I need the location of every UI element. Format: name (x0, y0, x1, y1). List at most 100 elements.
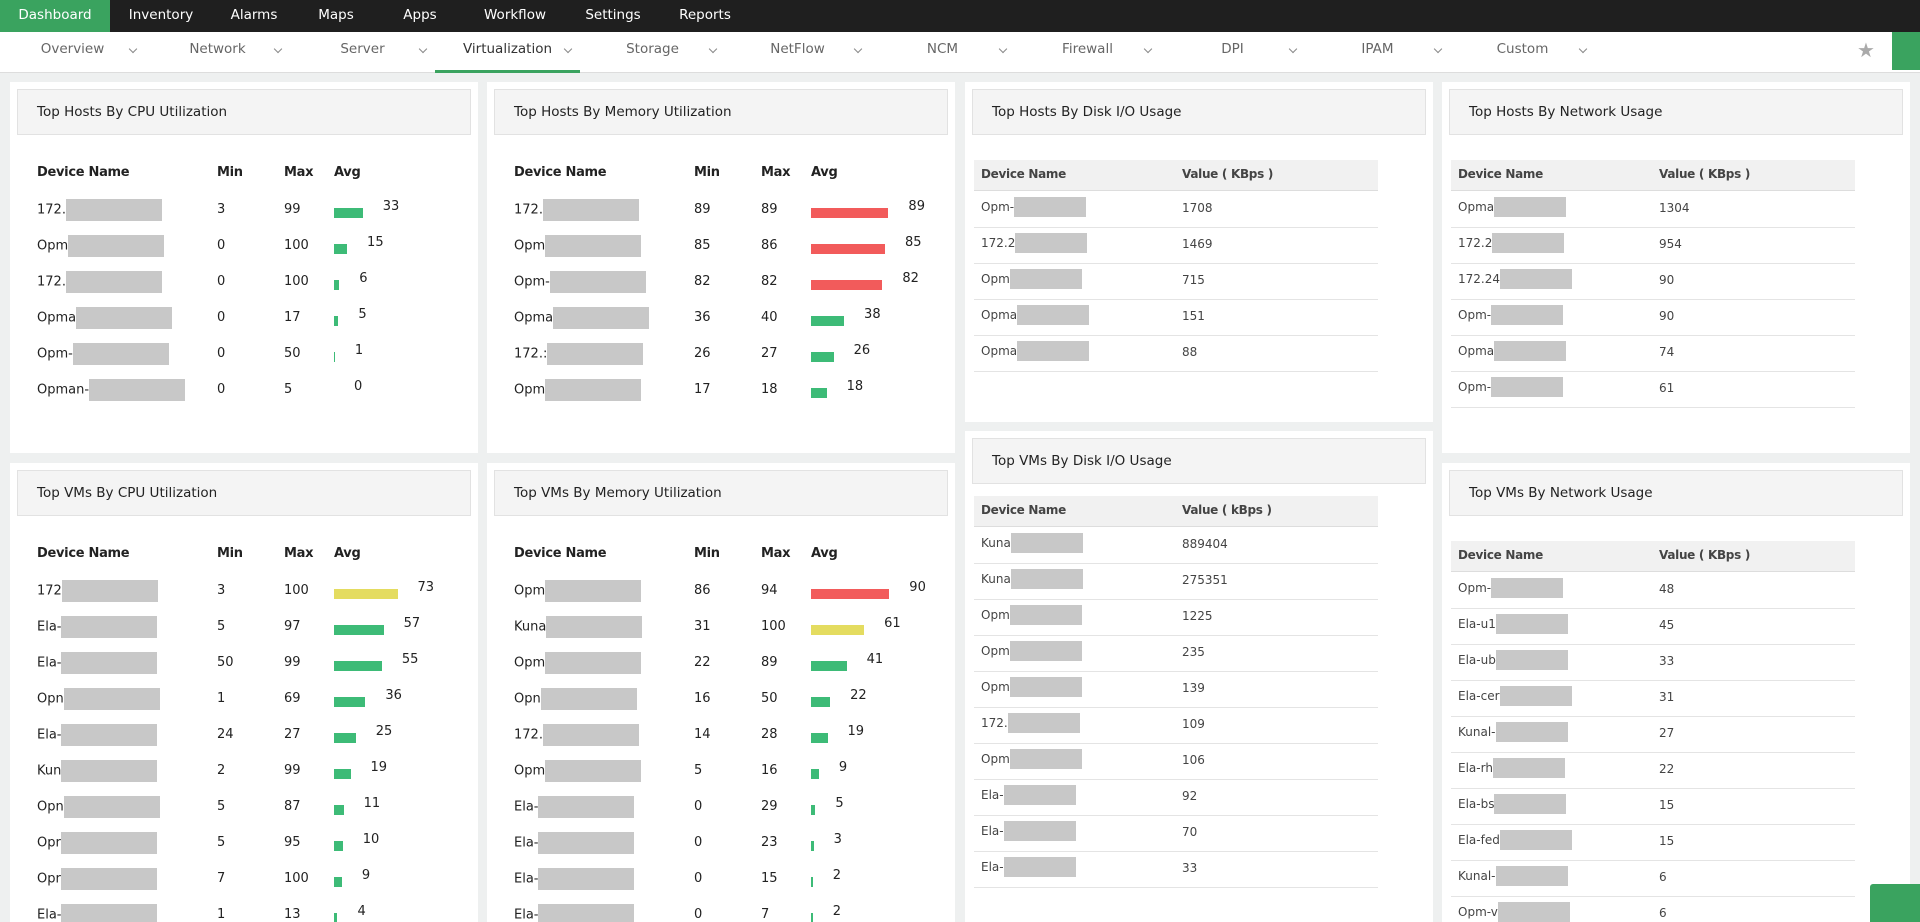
max-value: 100 (284, 274, 309, 289)
table-row: Ela- 70 (974, 815, 1378, 852)
value-cell: 48 (1659, 582, 1675, 596)
device-cell: 172. (514, 724, 639, 746)
value-cell: 1225 (1182, 609, 1213, 623)
device-cell: Ela- (981, 785, 1076, 805)
sub-tab[interactable]: NCM (926, 41, 959, 57)
redacted-name (1491, 377, 1564, 397)
device-cell: Opma (981, 341, 1090, 361)
max-value: 15 (761, 871, 778, 886)
min-value: 3 (217, 583, 226, 598)
avg-value: 61 (884, 616, 901, 631)
device-name: 172 (37, 583, 62, 599)
device-cell: Opman- (37, 379, 186, 401)
min-value: 7 (217, 871, 226, 886)
chat-button[interactable] (1870, 884, 1920, 922)
sub-tab[interactable]: DPI (1221, 41, 1244, 57)
sub-tab[interactable]: Server (340, 41, 385, 57)
nav-tab[interactable]: Inventory (128, 7, 194, 23)
avg-value: 11 (363, 796, 381, 811)
redacted-name (1495, 722, 1568, 742)
column-header: Max (284, 546, 314, 561)
device-cell: Ela-rh (1458, 758, 1565, 778)
value-cell: 27 (1659, 726, 1675, 740)
widget-panel: Top VMs By Network Usage Device Name Value… (1442, 463, 1910, 922)
device-cell: Ela- (37, 616, 158, 638)
device-cell: 172 (37, 580, 158, 602)
avg-bar (811, 877, 813, 887)
redacted-name (76, 307, 173, 329)
redacted-name (538, 904, 635, 922)
nav-tab[interactable]: Settings (585, 7, 641, 23)
sub-nav: ★ Overview Network Server Virtualization Sto… (0, 32, 1920, 73)
avg-bar (334, 244, 348, 254)
nav-tab[interactable]: Maps (318, 7, 354, 23)
device-name: Opn (37, 691, 64, 707)
redacted-name (1491, 305, 1564, 325)
redacted-name (1497, 902, 1570, 922)
device-name: 172.24 (1458, 272, 1500, 286)
avg-bar (334, 208, 363, 218)
avg-bar (811, 769, 819, 779)
sub-tab[interactable]: Network (189, 41, 246, 57)
device-cell: Opm- (514, 271, 646, 293)
sub-tab[interactable]: Storage (626, 41, 679, 57)
avg-value: 85 (904, 235, 922, 250)
device-cell: Kunal- (1458, 866, 1568, 886)
redacted-name (1491, 578, 1564, 598)
value-cell: 106 (1182, 753, 1205, 767)
avg-value: 19 (370, 760, 388, 775)
avg-value: 25 (375, 724, 393, 739)
table-row: Opm- 61 (1451, 371, 1855, 408)
widget-panel: Top VMs By Memory Utilization Device Name… (487, 463, 955, 922)
value-cell: 6 (1659, 906, 1667, 920)
redacted-name (65, 199, 162, 221)
avg-bar (811, 913, 813, 922)
nav-tab[interactable]: Apps (403, 7, 437, 23)
value-cell: 235 (1182, 645, 1205, 659)
sub-tab[interactable]: Custom (1496, 41, 1549, 57)
table-row: Kuna 889404 (974, 527, 1378, 564)
device-cell: Opr (37, 832, 157, 854)
column-header: Device Name (981, 167, 1066, 181)
column-header: Device Name (1458, 167, 1543, 181)
table-row: Opm- 1708 (974, 191, 1378, 228)
min-value: 14 (694, 727, 711, 742)
device-name: Kuna (981, 572, 1011, 586)
avg-value: 9 (361, 868, 371, 883)
device-name: 172. (514, 202, 543, 218)
menu-button[interactable] (1892, 32, 1920, 70)
column-header: Min (217, 165, 243, 180)
sub-tab[interactable]: Overview (40, 41, 105, 57)
column-header: Device Name (1458, 548, 1543, 562)
sub-tab[interactable]: NetFlow (770, 41, 825, 57)
avg-value: 36 (385, 688, 402, 703)
device-cell: 172.2 (981, 233, 1088, 253)
avg-bar (811, 208, 889, 218)
nav-tab[interactable]: Workflow (484, 7, 546, 23)
avg-bar (334, 697, 366, 707)
device-cell: Ela-ub (1458, 650, 1568, 670)
nav-tab[interactable]: Reports (679, 7, 731, 23)
column-header: Value ( KBps ) (1659, 548, 1751, 562)
redacted-name (1009, 677, 1082, 697)
column-header: Device Name (514, 165, 607, 180)
redacted-name (1499, 830, 1572, 850)
max-value: 99 (284, 655, 301, 670)
sub-tab[interactable]: IPAM (1361, 41, 1394, 57)
device-name: 172. (981, 716, 1008, 730)
avg-bar (334, 625, 384, 635)
sub-tab[interactable]: Firewall (1062, 41, 1113, 57)
favorite-star[interactable]: ★ (1857, 38, 1875, 62)
widget-panel: Top Hosts By Memory Utilization Device Na… (487, 82, 955, 453)
sub-tab[interactable]: Virtualization (435, 32, 580, 73)
device-name: Opm- (1458, 308, 1492, 322)
device-name: Opma (1458, 344, 1495, 358)
table-row: Ela-bs 15 (1451, 788, 1855, 825)
avg-value: 26 (853, 343, 871, 358)
avg-value: 90 (909, 580, 926, 595)
nav-tab[interactable]: Alarms (230, 7, 278, 23)
nav-tab[interactable]: Dashboard (0, 0, 110, 32)
device-cell: Opm-v (1458, 902, 1570, 922)
widget-title: Top VMs By CPU Utilization (37, 485, 218, 501)
avg-value: 89 (908, 199, 925, 214)
